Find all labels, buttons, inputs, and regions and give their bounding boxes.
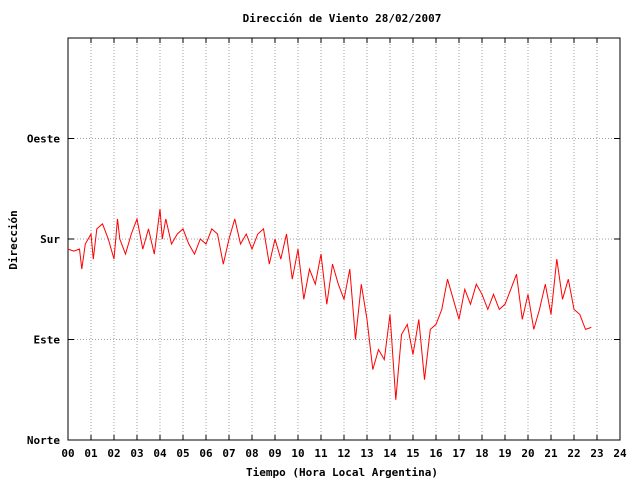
- x-axis-label: Tiempo (Hora Local Argentina): [246, 466, 438, 479]
- y-tick-label: Sur: [40, 233, 60, 246]
- x-tick-label: 08: [245, 447, 258, 460]
- grid: [68, 38, 620, 440]
- x-tick-label: 00: [61, 447, 74, 460]
- x-tick-label: 13: [360, 447, 373, 460]
- x-tick-label: 18: [475, 447, 488, 460]
- x-tick-label: 20: [521, 447, 534, 460]
- x-tick-label: 21: [544, 447, 558, 460]
- x-tick-label: 04: [153, 447, 167, 460]
- x-tick-label: 12: [337, 447, 350, 460]
- y-tick-label: Este: [34, 334, 61, 347]
- y-axis-label: Dirección: [7, 210, 20, 270]
- x-tick-label: 19: [498, 447, 511, 460]
- axis-ticks: [67, 38, 621, 441]
- x-tick-label: 05: [176, 447, 189, 460]
- chart-title: Dirección de Viento 28/02/2007: [243, 12, 442, 25]
- x-tick-label: 15: [406, 447, 419, 460]
- x-tick-label: 01: [84, 447, 98, 460]
- x-tick-label: 22: [567, 447, 580, 460]
- x-tick-label: 06: [199, 447, 213, 460]
- y-tick-label: Oeste: [27, 133, 60, 146]
- x-tick-label: 09: [268, 447, 281, 460]
- y-tick-label: Norte: [27, 434, 60, 447]
- y-tick-labels: Norte Este Sur Oeste: [27, 133, 60, 448]
- x-tick-label: 10: [291, 447, 304, 460]
- x-tick-labels: 00 01 02 03 04 05 06 07 08 09 10 11 12 13 14 15 16 17 18 19…: [61, 447, 627, 460]
- x-tick-label: 11: [314, 447, 328, 460]
- x-tick-label: 17: [452, 447, 465, 460]
- x-tick-label: 16: [429, 447, 443, 460]
- x-tick-label: 03: [130, 447, 143, 460]
- x-tick-label: 14: [383, 447, 397, 460]
- x-tick-label: 23: [590, 447, 603, 460]
- x-tick-label: 07: [222, 447, 235, 460]
- x-tick-label: 24: [613, 447, 627, 460]
- series-line-wind-direction: [67, 208, 592, 400]
- x-tick-label: 02: [107, 447, 120, 460]
